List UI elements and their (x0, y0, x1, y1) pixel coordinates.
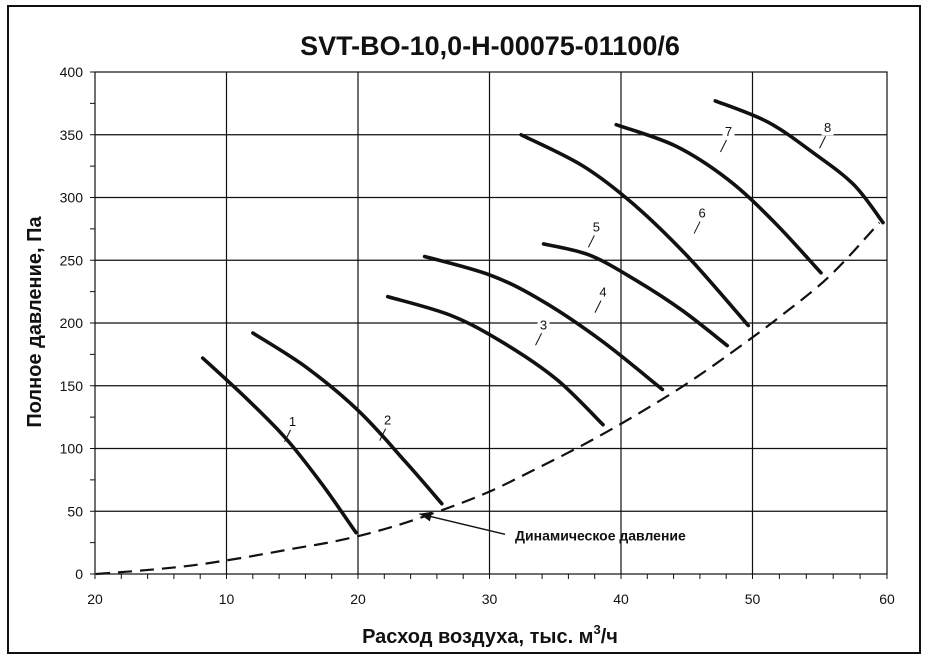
chart-title: SVT-BO-10,0-H-00075-01100/6 (300, 31, 680, 61)
y-tick-label: 50 (67, 503, 83, 519)
curve-2 (251, 331, 444, 506)
dynamic-pressure-curve (96, 221, 881, 576)
y-tick-label: 350 (60, 127, 84, 143)
curve-label-leader (819, 136, 827, 149)
curve-label-bg (596, 283, 609, 300)
curve-4 (422, 254, 665, 392)
curve-label-8: 8 (824, 120, 831, 135)
curve-6 (519, 133, 751, 328)
x-axis-ticks: 20 10 20 30 40 50 60 (87, 591, 895, 607)
curve-label-1: 1 (289, 414, 296, 429)
annotation-text: Динамическое давление (515, 527, 686, 543)
curve-8 (713, 99, 885, 225)
y-tick-label: 100 (60, 441, 84, 457)
curve-5 (541, 242, 729, 348)
curve-labels: 1 2 3 4 5 6 7 8 (284, 119, 834, 443)
curve-label-bg (381, 411, 394, 428)
x-tick-label: 20 (350, 591, 366, 607)
x-tick-label: 60 (879, 591, 895, 607)
curve-label-leader (594, 300, 602, 313)
curve-label-4: 4 (599, 285, 606, 300)
annotation: Динамическое давление (419, 511, 686, 543)
curve-label-5: 5 (593, 219, 600, 234)
curve-7 (614, 122, 823, 275)
curve-label-bg (590, 218, 603, 235)
y-tick-label: 200 (60, 315, 84, 331)
x-axis-label-sup: 3 (593, 622, 600, 637)
curve-label-leader (720, 139, 727, 153)
curve-label-bg (696, 204, 709, 221)
chart-border (7, 5, 921, 654)
x-tick-label: 50 (745, 591, 761, 607)
y-tick-label: 250 (60, 252, 84, 268)
x-axis-label-main: Расход воздуха, тыс. м (362, 626, 593, 648)
y-axis-ticks: 0 50 100 150 200 250 300 350 400 (60, 64, 84, 582)
plot-area (94, 71, 888, 575)
x-tick-label: 20 (87, 591, 103, 607)
curve-label-6: 6 (698, 206, 705, 221)
y-tick-label: 150 (60, 378, 84, 394)
x-tick-label: 30 (482, 591, 498, 607)
curve-label-bg (286, 412, 299, 429)
y-tick-label: 400 (60, 64, 84, 80)
x-tick-label: 10 (219, 591, 235, 607)
curve-label-bg (537, 316, 550, 333)
x-axis-label: Расход воздуха, тыс. м3/ч (362, 622, 618, 648)
curve-label-leader (587, 235, 595, 248)
curve-label-bg (821, 119, 834, 136)
curve-label-leader (693, 221, 701, 234)
curve-label-7: 7 (725, 124, 732, 139)
annotation-arrow-line (419, 513, 506, 535)
y-axis-label: Полное давление, Па (24, 215, 46, 427)
grid (90, 71, 888, 579)
curve-3 (385, 294, 605, 427)
curve-label-3: 3 (540, 317, 547, 332)
dynamic-pressure-line (96, 221, 881, 576)
annotation-arrow-head (419, 511, 433, 522)
curve-label-leader (379, 428, 387, 441)
curve-label-leader (535, 333, 542, 346)
curve-label-2: 2 (384, 413, 391, 428)
y-tick-label: 300 (60, 190, 84, 206)
curve-label-bg (722, 123, 735, 140)
y-tick-label: 0 (75, 566, 83, 582)
x-axis-label-unit: /ч (601, 626, 618, 648)
x-tick-label: 40 (613, 591, 629, 607)
curves (200, 99, 885, 535)
curve-label-leader (284, 429, 291, 443)
